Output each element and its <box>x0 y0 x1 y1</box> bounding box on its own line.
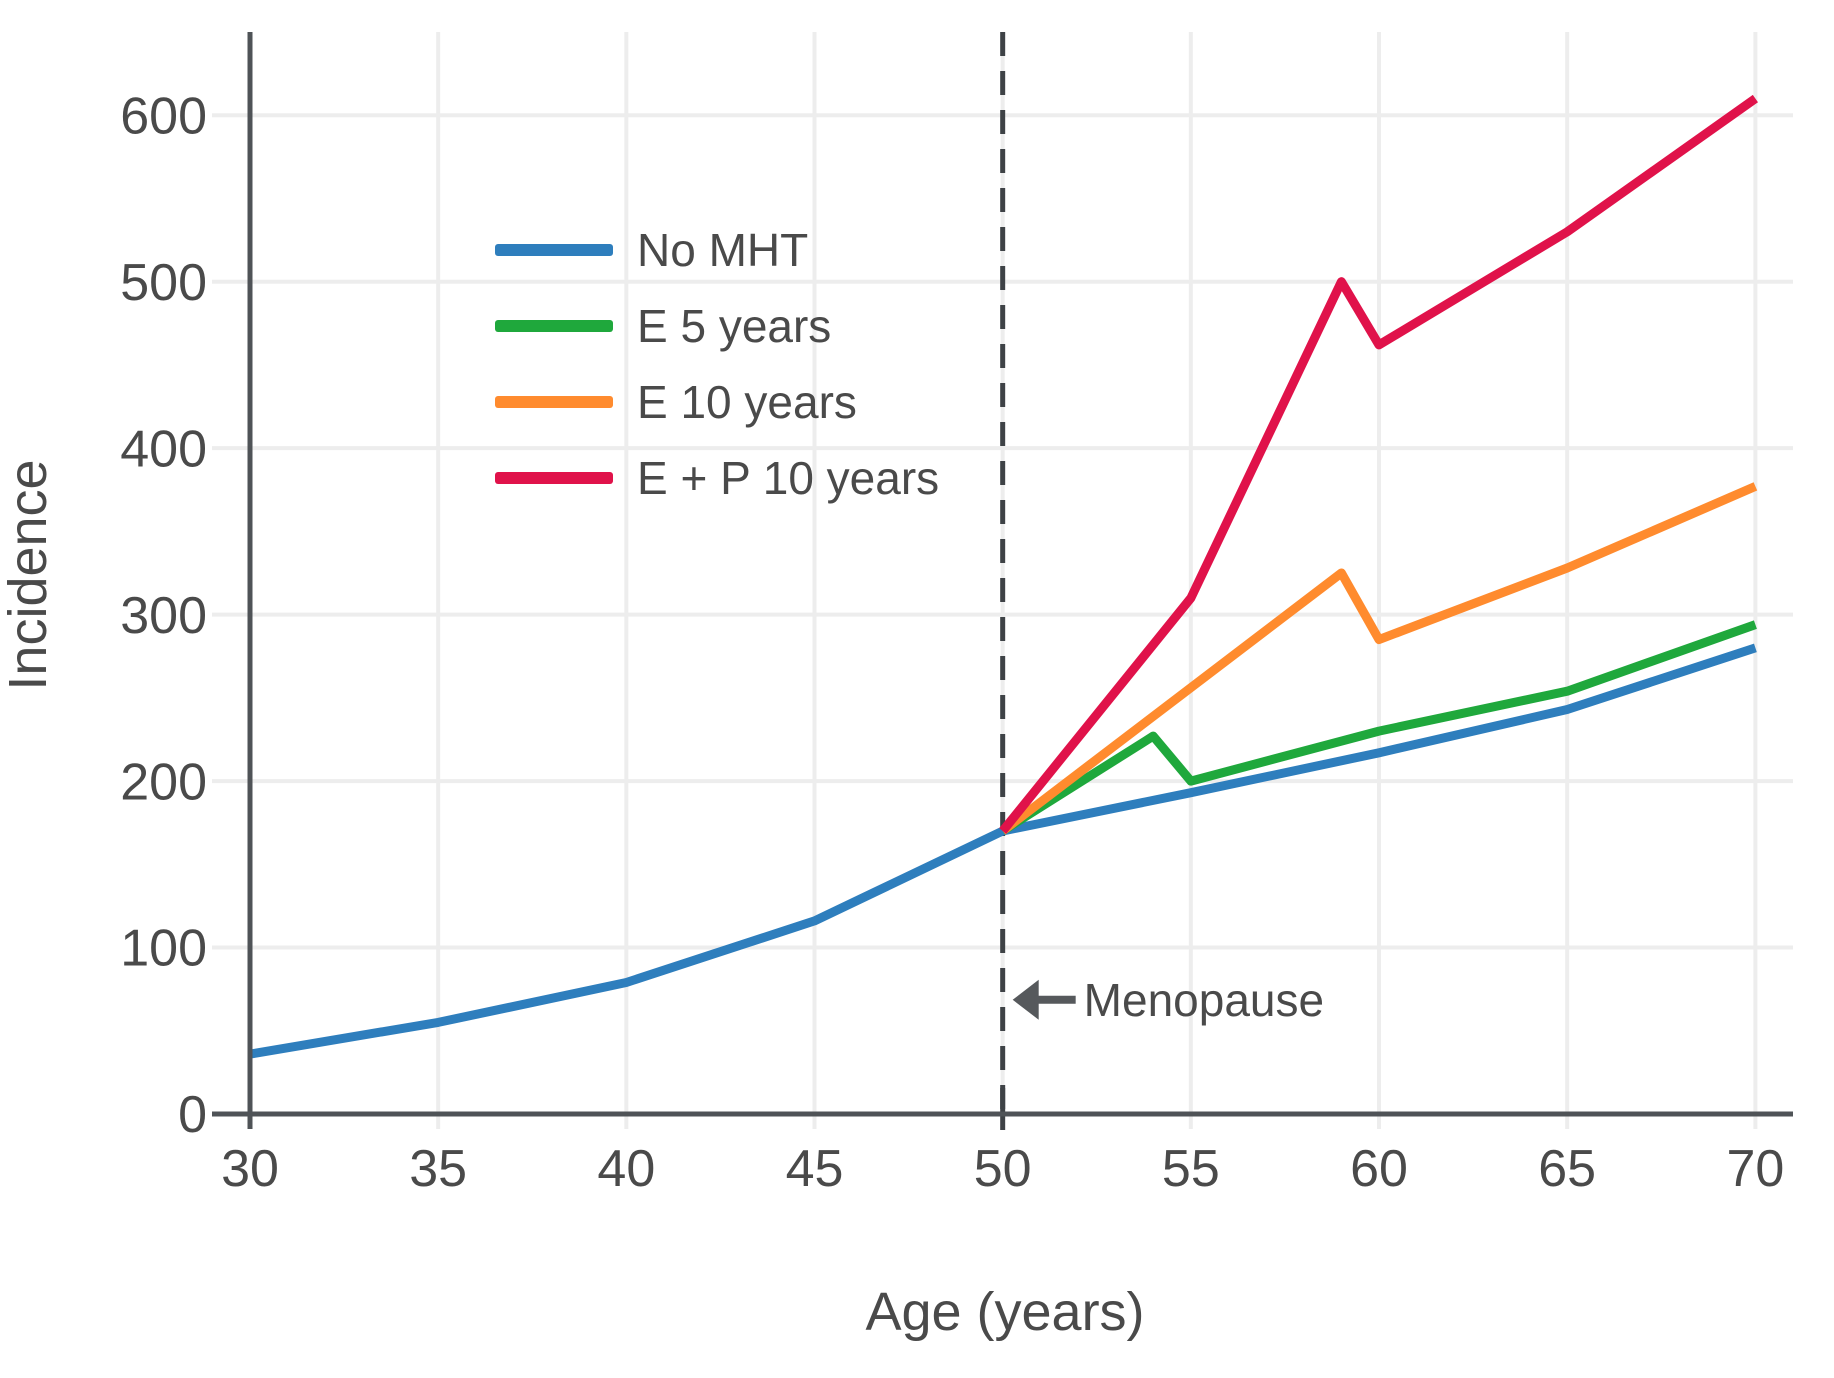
menopause-arrow-icon <box>1012 979 1039 1020</box>
x-tick-label-35: 35 <box>409 1140 467 1198</box>
legend-item-e-10-years: E 10 years <box>495 376 857 428</box>
x-tick-label-60: 60 <box>1350 1140 1408 1198</box>
y-tick-label-400: 400 <box>120 420 207 478</box>
y-tick-label-500: 500 <box>120 254 207 312</box>
legend-item-e-5-years: E 5 years <box>495 300 831 352</box>
series-line-e-10-years <box>999 482 1758 835</box>
legend-item-e-p-10-years: E + P 10 years <box>495 452 939 504</box>
y-tick-label-600: 600 <box>120 87 207 145</box>
legend-swatch-no-mht <box>495 244 613 256</box>
series-line-e-5-years <box>1000 620 1757 835</box>
x-tick-label-45: 45 <box>786 1140 844 1198</box>
x-tick-label-30: 30 <box>221 1140 279 1198</box>
y-tick-label-300: 300 <box>120 587 207 645</box>
x-tick-label-50: 50 <box>974 1140 1032 1198</box>
legend-label-no-mht: No MHT <box>637 224 808 276</box>
x-tick-label-65: 65 <box>1538 1140 1596 1198</box>
y-tick-label-0: 0 <box>178 1086 207 1144</box>
y-tick-label-200: 200 <box>120 753 207 811</box>
legend-label-e-p-10-years: E + P 10 years <box>637 452 939 504</box>
series-line-e-p-10-years <box>999 94 1758 834</box>
legend: No MHT E 5 years E 10 years E + P 10 years <box>495 224 939 504</box>
x-tick-label-40: 40 <box>597 1140 655 1198</box>
y-tick-label-100: 100 <box>120 920 207 978</box>
x-axis-title: Age (years) <box>865 1282 1144 1342</box>
y-axis-title: Incidence <box>0 459 58 690</box>
x-tick-label-70: 70 <box>1726 1140 1784 1198</box>
legend-label-e-5-years: E 5 years <box>637 300 831 352</box>
menopause-label: Menopause <box>1084 974 1324 1026</box>
legend-label-e-10-years: E 10 years <box>637 376 857 428</box>
legend-swatch-e-5-years <box>495 320 613 332</box>
legend-swatch-e-p-10-years <box>495 472 613 484</box>
x-tick-label-55: 55 <box>1162 1140 1220 1198</box>
legend-item-no-mht: No MHT <box>495 224 808 276</box>
legend-swatch-e-10-years <box>495 396 613 408</box>
